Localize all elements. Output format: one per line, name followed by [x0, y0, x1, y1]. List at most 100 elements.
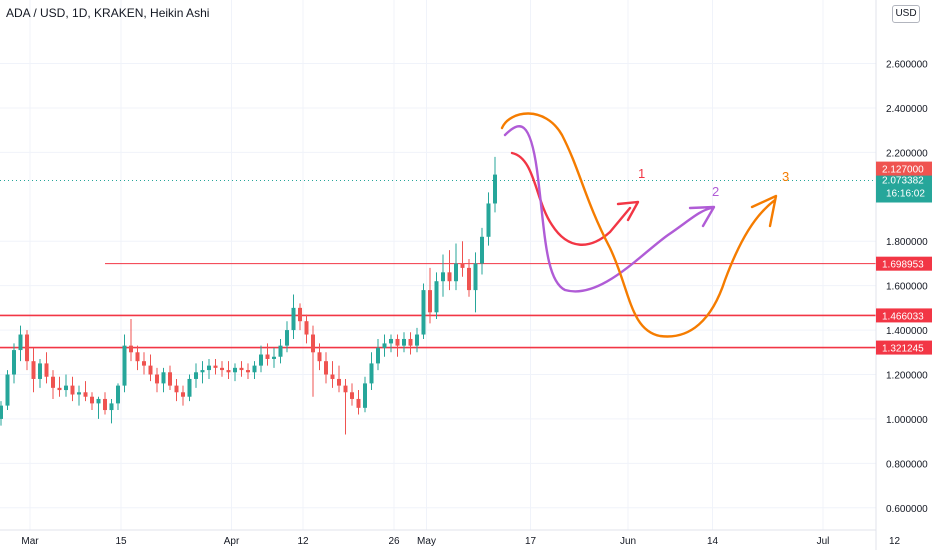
last-price-tag [876, 172, 932, 203]
candle-body [226, 370, 231, 373]
candle-body [421, 290, 426, 335]
candle-body [181, 392, 185, 397]
candle-body [285, 330, 289, 346]
candle-body [454, 263, 458, 282]
high-marker-label: 2.127000 [882, 165, 924, 176]
y-tick-label: 1.800000 [886, 237, 928, 248]
chart-title: ADA / USD, 1D, KRAKEN, Heikin Ashi [6, 6, 210, 20]
candle-body [96, 398, 101, 404]
candle-body [239, 367, 244, 371]
candle-body [259, 354, 263, 366]
candle-body [317, 352, 322, 362]
candle-body [447, 272, 452, 282]
candle-body [376, 347, 380, 364]
candle-body [25, 334, 29, 362]
candle-body [408, 338, 413, 346]
projection-label: 1 [638, 166, 645, 181]
level-tag-label: 1.466033 [882, 311, 924, 322]
y-tick-label: 2.400000 [886, 104, 928, 115]
candle-body [142, 361, 146, 366]
horizontal-levels [0, 180, 876, 349]
candle-body [64, 385, 68, 391]
candle-body [90, 396, 94, 404]
x-tick-label: Apr [224, 536, 240, 547]
candle-body [337, 378, 341, 386]
candle-body [155, 374, 159, 384]
y-tick-label: 1.200000 [886, 371, 928, 382]
y-tick-label: 1.600000 [886, 282, 928, 293]
projection-path-1 [510, 151, 640, 246]
candle-body [298, 307, 302, 322]
candle-body [278, 345, 283, 357]
candle-body [330, 374, 335, 379]
candle-body [174, 385, 179, 393]
candle-body [324, 361, 328, 375]
x-tick-label: 15 [115, 536, 127, 547]
projection-label: 3 [782, 169, 789, 184]
candle-body [467, 267, 471, 291]
y-tick-label: 1.400000 [886, 326, 928, 337]
candle-body [441, 272, 445, 282]
candle-body [389, 338, 393, 344]
candle-body [51, 376, 55, 388]
candle-body [428, 290, 432, 313]
candle-body [350, 392, 354, 399]
candle-body [402, 338, 406, 346]
candle-body [57, 387, 62, 391]
candle-body [44, 363, 49, 377]
x-tick-label: Jun [620, 536, 636, 547]
candle-body [493, 174, 497, 204]
candle-body [0, 405, 3, 419]
candle-body [395, 338, 400, 346]
high-marker-tag [876, 161, 932, 176]
candle-body [311, 334, 315, 353]
level-tag [876, 308, 932, 323]
price-axis[interactable]: 2.600000 2.400000 2.200000 1.800000 1.600000… [875, 0, 932, 550]
candle-body [135, 352, 140, 362]
candle-body [213, 365, 218, 368]
candle-body [233, 367, 237, 373]
candle-body [272, 356, 276, 359]
candle-body [220, 367, 224, 371]
grid-lines [0, 0, 895, 530]
level-tag [876, 256, 932, 271]
price-axis-background [876, 0, 932, 550]
candle-body [207, 365, 211, 371]
time-axis[interactable]: Mar 15 Apr 12 26 May 17 Jun 14 Jul 12 [0, 529, 900, 547]
candle-body [200, 370, 205, 373]
candle-body [77, 392, 81, 395]
candle-body [103, 398, 107, 411]
candle-body [252, 365, 257, 373]
candle-body [434, 281, 439, 313]
x-tick-label: 14 [707, 536, 719, 547]
projection-label: 2 [712, 184, 719, 199]
candle-body [343, 385, 348, 393]
y-tick-label: 1.000000 [886, 415, 928, 426]
x-tick-label: May [417, 536, 436, 547]
candle-body [83, 392, 88, 397]
candle-body [363, 383, 367, 408]
level-tag [876, 340, 932, 355]
candle-body [122, 345, 127, 386]
candle-body [161, 372, 166, 384]
x-tick-label: 17 [525, 536, 537, 547]
candle-body [12, 350, 16, 375]
candle-body [31, 361, 36, 379]
candle-body [304, 321, 309, 335]
candle-body [486, 203, 491, 237]
x-tick-label: 12 [297, 536, 309, 547]
candle-body [369, 363, 374, 384]
candle-body [148, 365, 153, 375]
x-tick-label: Mar [21, 536, 39, 547]
candle-body [70, 385, 75, 395]
x-tick-label: Jul [817, 536, 830, 547]
candle-body [168, 372, 172, 386]
currency-unit-button[interactable]: USD [892, 5, 920, 23]
candle-body [187, 378, 192, 397]
candle-body [246, 370, 250, 373]
y-tick-label: 2.600000 [886, 60, 928, 71]
candle-body [415, 334, 419, 346]
candle-body [382, 343, 387, 348]
projection-path-2 [503, 125, 716, 293]
